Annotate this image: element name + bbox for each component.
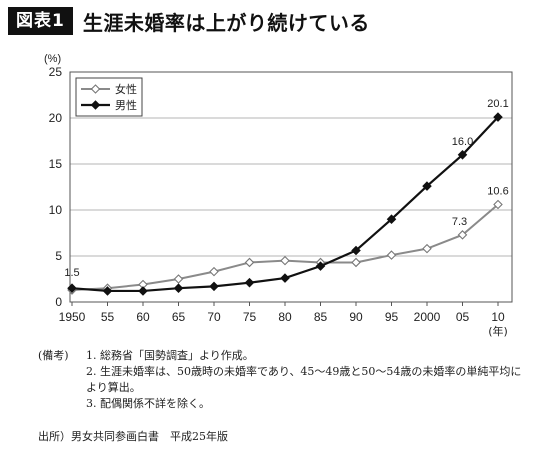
data-point-female [244, 257, 255, 268]
data-point-female [386, 250, 397, 260]
notes-heading: (備考) [38, 349, 69, 362]
x-tick-label: 90 [349, 310, 363, 324]
legend-box [75, 77, 143, 117]
data-point-female [280, 255, 290, 266]
plot-frame [69, 71, 513, 303]
x-tick-label: 60 [136, 310, 150, 324]
page-title: 生涯未婚率は上がり続けている [82, 10, 370, 35]
data-point-female [209, 266, 219, 277]
y-tick-label: 25 [49, 65, 63, 79]
x-tick-label: 85 [314, 310, 328, 324]
note-3: 3. 配偶関係不詳を除く。 [86, 397, 210, 410]
x-tick-label: 70 [207, 310, 221, 324]
data-point-male [67, 283, 77, 293]
source-note: 出所）男女共同参画白書 平成25年版 [38, 430, 228, 443]
note-row-2: 2. 生涯未婚率は、50歳時の未婚率であり、45〜49歳と50〜54歳の未婚率の… [38, 364, 526, 396]
y-tick-label: 0 [55, 295, 62, 309]
y-tick-label: 15 [49, 157, 63, 171]
y-tick-label: 20 [49, 111, 63, 125]
data-point-male [102, 286, 113, 296]
data-point-male [280, 273, 290, 283]
x-tick-label: 75 [243, 310, 257, 324]
note-1: 1. 総務省「国勢調査」より作成。 [86, 349, 254, 362]
note-row-3: 3. 配偶関係不詳を除く。 [38, 396, 526, 412]
title-row: 図表1 生涯未婚率は上がり続けている [8, 6, 370, 36]
data-point-male [457, 150, 468, 160]
y-tick-label: 10 [49, 203, 63, 217]
legend-label-female: 女性 [115, 82, 137, 96]
x-tick-label: 65 [172, 310, 186, 324]
data-label: 16.0 [452, 136, 473, 148]
data-point-male [493, 112, 503, 122]
data-point-female [422, 243, 432, 254]
data-point-male [315, 261, 326, 271]
data-point-male [138, 286, 148, 296]
data-point-male [386, 214, 397, 224]
y-tick-label: 5 [55, 249, 62, 263]
x-tick-label: 80 [278, 310, 292, 324]
data-point-female [173, 274, 184, 284]
data-label: 10.6 [487, 185, 508, 197]
data-point-female [457, 230, 468, 240]
data-label: 7.3 [452, 216, 467, 228]
data-point-male [173, 283, 184, 293]
data-label: 1.5 [64, 267, 79, 279]
data-point-female [493, 199, 503, 210]
x-tick-label: 1950 [59, 310, 86, 324]
figure-badge: 図表1 [8, 7, 73, 35]
data-point-male [209, 281, 219, 292]
data-point-male [244, 277, 255, 288]
x-axis-unit: (年) [488, 324, 508, 338]
data-point-female [351, 257, 361, 268]
y-axis-unit: (%) [44, 53, 61, 65]
note-row-1: (備考) 1. 総務省「国勢調査」より作成。 [38, 348, 526, 364]
data-point-male [422, 181, 432, 191]
legend-swatch-marker [90, 84, 101, 94]
x-tick-label: 95 [385, 310, 399, 324]
notes: (備考) 1. 総務省「国勢調査」より作成。 2. 生涯未婚率は、50歳時の未婚… [38, 348, 526, 412]
x-tick-label: 55 [101, 310, 115, 324]
data-label: 20.1 [487, 98, 508, 110]
note-2: 2. 生涯未婚率は、50歳時の未婚率であり、45〜49歳と50〜54歳の未婚率の… [86, 365, 522, 394]
legend-label-male: 男性 [115, 98, 137, 112]
legend-swatch-marker [90, 100, 101, 110]
x-tick-label: 2000 [414, 310, 441, 324]
x-tick-label: 10 [491, 310, 505, 324]
x-tick-label: 05 [456, 310, 470, 324]
data-point-male [351, 245, 361, 256]
